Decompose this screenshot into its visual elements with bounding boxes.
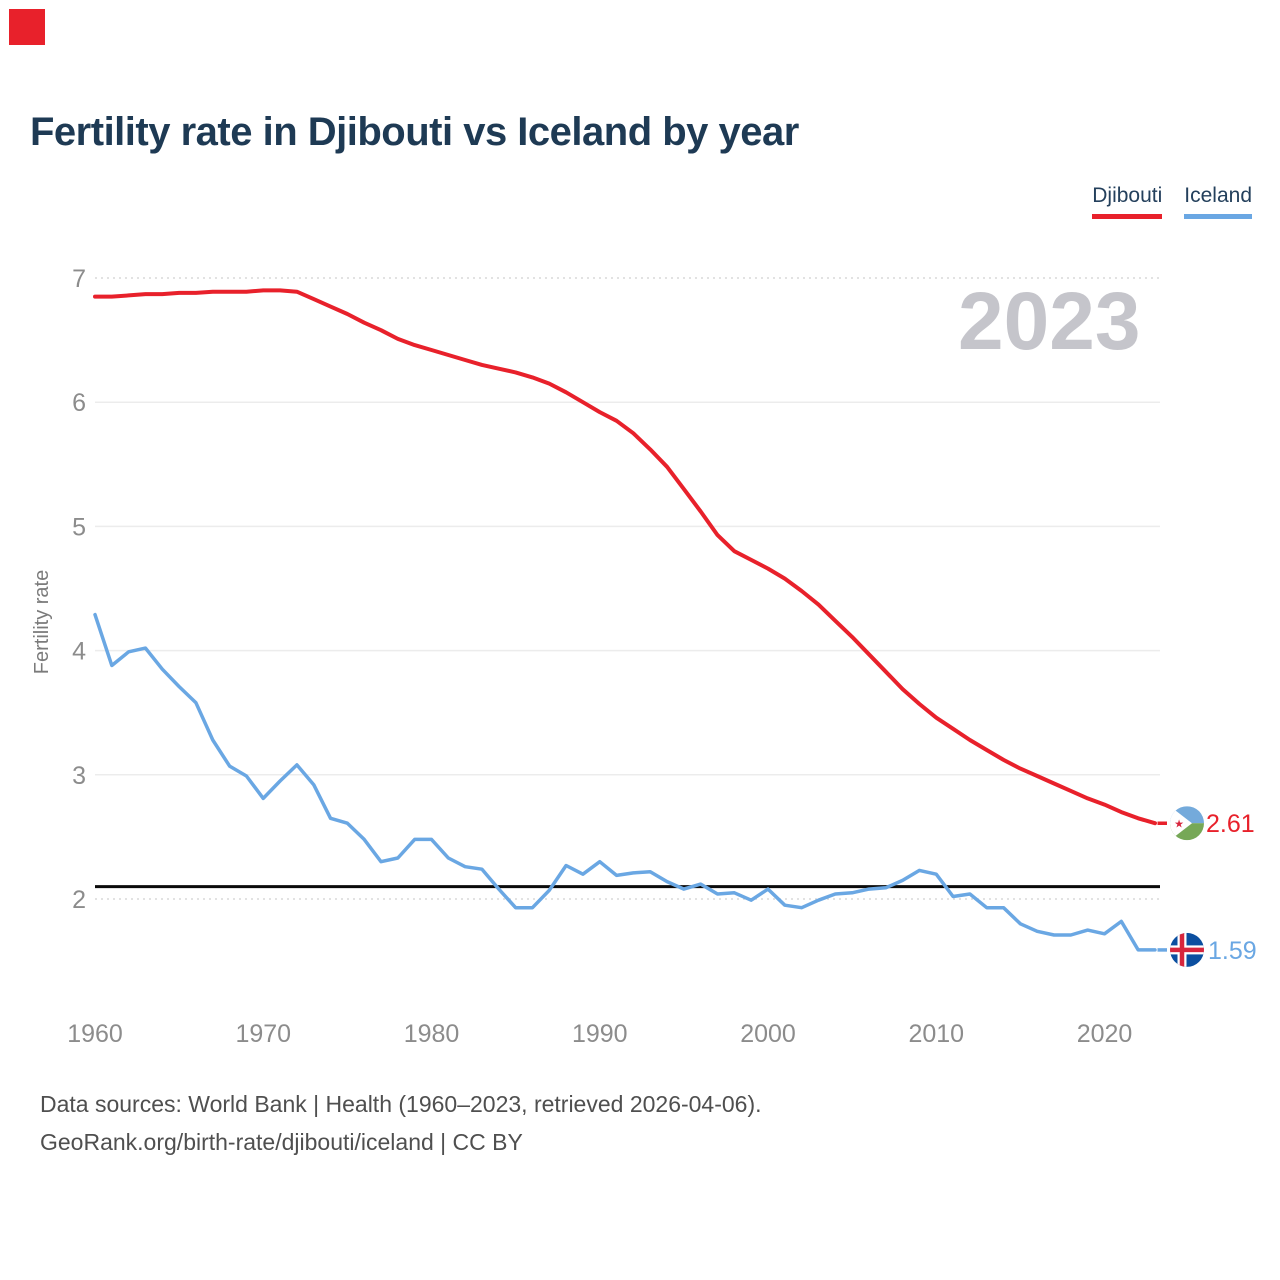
legend-item-djibouti[interactable]: Djibouti: [1092, 184, 1163, 219]
djibouti-line: [93, 288, 1157, 826]
legend-item-iceland[interactable]: Iceland: [1184, 184, 1252, 219]
x-tick-1980: 1980: [404, 1020, 460, 1048]
page-title: Fertility rate in Djibouti vs Iceland by…: [30, 110, 799, 154]
y-tick-5: 5: [72, 513, 86, 541]
y-tick-3: 3: [72, 762, 86, 790]
y-tick-4: 4: [72, 638, 86, 666]
y-tick-6: 6: [72, 389, 86, 417]
y-tick-2: 2: [72, 886, 86, 914]
iceland-flag-icon: [1170, 932, 1204, 967]
iceland-line: [93, 612, 1157, 952]
x-axis-ticks: 1960 1970 1980 1990 2000 2010 2020: [67, 1020, 1132, 1048]
brand-mark: [9, 9, 45, 45]
footer: Data sources: World Bank | Health (1960–…: [40, 1085, 762, 1161]
x-tick-2020: 2020: [1077, 1020, 1133, 1048]
year-watermark: 2023: [958, 276, 1141, 367]
x-tick-2000: 2000: [740, 1020, 796, 1048]
footer-attribution: GeoRank.org/birth-rate/djibouti/iceland …: [40, 1129, 523, 1155]
x-tick-1990: 1990: [572, 1020, 628, 1048]
gridlines: [95, 277, 1160, 900]
djibouti-flag-icon: ★: [1170, 806, 1204, 841]
djibouti-end-value: 2.61: [1206, 810, 1255, 838]
y-tick-7: 7: [72, 265, 86, 293]
footer-sources: Data sources: World Bank | Health (1960–…: [40, 1091, 762, 1117]
x-tick-2010: 2010: [908, 1020, 964, 1048]
x-tick-1970: 1970: [235, 1020, 291, 1048]
y-axis-title: Fertility rate: [31, 570, 53, 674]
x-tick-1960: 1960: [67, 1020, 123, 1048]
svg-text:★: ★: [1174, 819, 1184, 831]
iceland-end-value: 1.59: [1208, 937, 1257, 965]
y-axis-ticks: 2 3 4 5 6 7: [72, 265, 86, 914]
legend: Djibouti Iceland: [1092, 184, 1252, 219]
